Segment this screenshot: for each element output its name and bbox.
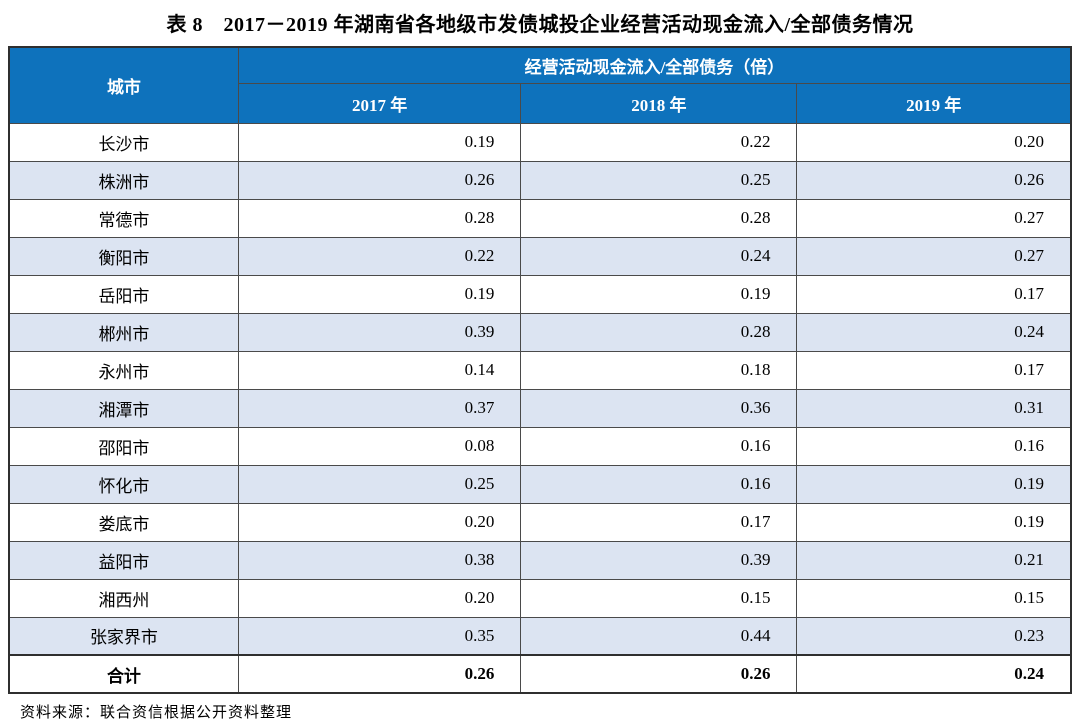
city-cell: 怀化市	[8, 464, 239, 504]
value-cell: 0.16	[520, 464, 798, 504]
value-cell: 0.35	[237, 616, 522, 656]
value-cell: 0.16	[520, 426, 798, 466]
value-cell: 0.26	[237, 160, 522, 200]
city-cell: 株洲市	[8, 160, 239, 200]
value-cell: 0.25	[520, 160, 798, 200]
value-cell: 0.28	[237, 198, 522, 238]
value-cell: 0.19	[237, 274, 522, 314]
value-cell: 0.44	[520, 616, 798, 656]
table-row: 邵阳市 0.08 0.16 0.16	[8, 426, 1072, 466]
value-cell: 0.19	[796, 464, 1072, 504]
value-cell: 0.39	[520, 540, 798, 580]
value-cell: 0.39	[237, 312, 522, 352]
total-value-cell: 0.26	[520, 654, 798, 694]
city-cell: 岳阳市	[8, 274, 239, 314]
source-note: 资料来源：联合资信根据公开资料整理	[20, 705, 293, 721]
cash-inflow-debt-table: 城市 经营活动现金流入/全部债务（倍） 2017 年 2018 年 2019 年…	[8, 46, 1072, 694]
column-group-header: 经营活动现金流入/全部债务（倍）	[237, 46, 1072, 84]
value-cell: 0.26	[796, 160, 1072, 200]
city-cell: 益阳市	[8, 540, 239, 580]
table-row: 湘西州 0.20 0.15 0.15	[8, 578, 1072, 618]
city-cell: 郴州市	[8, 312, 239, 352]
value-cell: 0.15	[520, 578, 798, 618]
value-cell: 0.20	[796, 122, 1072, 162]
value-cell: 0.28	[520, 198, 798, 238]
table-row: 岳阳市 0.19 0.19 0.17	[8, 274, 1072, 314]
value-cell: 0.15	[796, 578, 1072, 618]
value-cell: 0.31	[796, 388, 1072, 428]
table-row-total: 合计 0.26 0.26 0.24	[8, 654, 1072, 694]
city-cell: 张家界市	[8, 616, 239, 656]
table-row: 长沙市 0.19 0.22 0.20	[8, 122, 1072, 162]
value-cell: 0.28	[520, 312, 798, 352]
city-cell: 湘潭市	[8, 388, 239, 428]
value-cell: 0.22	[237, 236, 522, 276]
total-value-cell: 0.24	[796, 654, 1072, 694]
value-cell: 0.08	[237, 426, 522, 466]
value-cell: 0.14	[237, 350, 522, 390]
value-cell: 0.20	[237, 502, 522, 542]
value-cell: 0.19	[237, 122, 522, 162]
city-cell: 长沙市	[8, 122, 239, 162]
value-cell: 0.17	[520, 502, 798, 542]
city-cell: 永州市	[8, 350, 239, 390]
column-header-2019: 2019 年	[796, 82, 1072, 124]
city-cell: 湘西州	[8, 578, 239, 618]
table-row: 湘潭市 0.37 0.36 0.31	[8, 388, 1072, 428]
value-cell: 0.24	[520, 236, 798, 276]
value-cell: 0.27	[796, 198, 1072, 238]
header-row-group: 城市 经营活动现金流入/全部债务（倍）	[8, 46, 1072, 124]
table-row: 株洲市 0.26 0.25 0.26	[8, 160, 1072, 200]
column-header-2018: 2018 年	[520, 82, 798, 124]
table-row: 怀化市 0.25 0.16 0.19	[8, 464, 1072, 504]
value-cell: 0.36	[520, 388, 798, 428]
value-cell: 0.18	[520, 350, 798, 390]
value-cell: 0.20	[237, 578, 522, 618]
column-header-2017: 2017 年	[237, 82, 522, 124]
value-cell: 0.23	[796, 616, 1072, 656]
table-row: 永州市 0.14 0.18 0.17	[8, 350, 1072, 390]
total-label-cell: 合计	[8, 654, 239, 694]
city-cell: 常德市	[8, 198, 239, 238]
city-cell: 邵阳市	[8, 426, 239, 466]
value-cell: 0.16	[796, 426, 1072, 466]
table-row: 娄底市 0.20 0.17 0.19	[8, 502, 1072, 542]
city-cell: 娄底市	[8, 502, 239, 542]
value-cell: 0.19	[796, 502, 1072, 542]
table-row: 益阳市 0.38 0.39 0.21	[8, 540, 1072, 580]
table-row: 张家界市 0.35 0.44 0.23	[8, 616, 1072, 656]
column-header-city: 城市	[8, 46, 239, 124]
value-cell: 0.22	[520, 122, 798, 162]
value-cell: 0.17	[796, 274, 1072, 314]
value-cell: 0.25	[237, 464, 522, 504]
total-value-cell: 0.26	[237, 654, 522, 694]
value-cell: 0.17	[796, 350, 1072, 390]
value-cell: 0.38	[237, 540, 522, 580]
table-row: 常德市 0.28 0.28 0.27	[8, 198, 1072, 238]
table-title: 表 8 2017－2019 年湖南省各地级市发债城投企业经营活动现金流入/全部债…	[166, 14, 914, 36]
table-row: 郴州市 0.39 0.28 0.24	[8, 312, 1072, 352]
value-cell: 0.19	[520, 274, 798, 314]
header-row-years: 2017 年 2018 年 2019 年	[9, 82, 1072, 124]
value-cell: 0.21	[796, 540, 1072, 580]
city-cell: 衡阳市	[8, 236, 239, 276]
value-cell: 0.37	[237, 388, 522, 428]
table-row: 衡阳市 0.22 0.24 0.27	[8, 236, 1072, 276]
value-cell: 0.24	[796, 312, 1072, 352]
value-cell: 0.27	[796, 236, 1072, 276]
